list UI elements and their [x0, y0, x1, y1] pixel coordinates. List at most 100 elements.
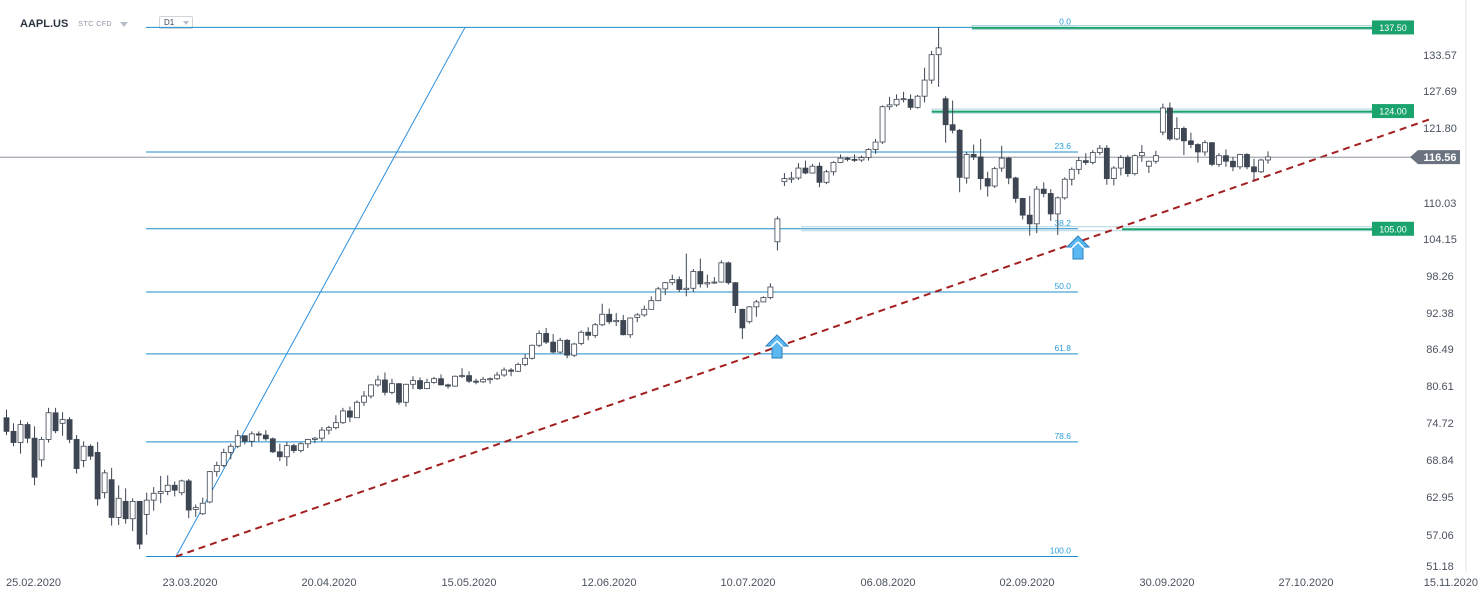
candle[interactable]	[935, 27, 942, 87]
candle[interactable]	[199, 497, 206, 516]
candle[interactable]	[122, 488, 129, 524]
candle[interactable]	[795, 163, 802, 180]
candle[interactable]	[466, 371, 472, 384]
candle[interactable]	[634, 313, 641, 323]
candle[interactable]	[87, 444, 94, 460]
candle[interactable]	[52, 407, 59, 434]
candle[interactable]	[1202, 140, 1208, 156]
candle[interactable]	[1223, 149, 1229, 167]
candle[interactable]	[585, 327, 592, 341]
candle[interactable]	[1145, 160, 1152, 174]
candle[interactable]	[38, 436, 45, 467]
candle[interactable]	[921, 67, 928, 103]
candle[interactable]	[1138, 145, 1145, 162]
candle[interactable]	[262, 430, 269, 441]
candle[interactable]	[431, 376, 437, 384]
candle[interactable]	[1166, 102, 1173, 141]
candle[interactable]	[361, 391, 367, 406]
candle[interactable]	[389, 378, 395, 395]
candle[interactable]	[1152, 150, 1159, 164]
candle[interactable]	[592, 322, 599, 338]
candle[interactable]	[648, 296, 655, 310]
candle[interactable]	[704, 274, 711, 288]
candle[interactable]	[318, 427, 325, 442]
candle[interactable]	[445, 383, 451, 389]
candle[interactable]	[977, 138, 984, 190]
candle[interactable]	[171, 481, 178, 497]
candle[interactable]	[192, 504, 199, 517]
candle[interactable]	[150, 487, 157, 511]
candle[interactable]	[94, 441, 101, 506]
candle[interactable]	[781, 173, 788, 187]
candle[interactable]	[788, 171, 795, 183]
candle[interactable]	[452, 375, 458, 387]
candle[interactable]	[655, 287, 662, 302]
candle[interactable]	[1103, 145, 1110, 185]
candle[interactable]	[213, 461, 220, 477]
candle[interactable]	[1068, 167, 1075, 186]
candle[interactable]	[480, 376, 486, 384]
candle[interactable]	[1033, 186, 1040, 234]
candle[interactable]	[1237, 153, 1243, 170]
candle[interactable]	[746, 306, 753, 324]
candle[interactable]	[550, 334, 557, 354]
candle[interactable]	[73, 435, 80, 474]
candle[interactable]	[494, 371, 500, 380]
candle[interactable]	[220, 448, 227, 468]
candle[interactable]	[739, 308, 746, 340]
candle[interactable]	[718, 260, 725, 283]
candle[interactable]	[206, 471, 213, 504]
candle[interactable]	[178, 479, 185, 496]
candle[interactable]	[1265, 151, 1271, 164]
candle[interactable]	[24, 422, 31, 444]
candle[interactable]	[620, 314, 627, 336]
candle[interactable]	[606, 308, 613, 325]
candle[interactable]	[697, 258, 704, 288]
candle[interactable]	[290, 443, 297, 454]
candle[interactable]	[248, 431, 255, 447]
candle[interactable]	[347, 406, 353, 423]
candle[interactable]	[536, 330, 543, 348]
candle[interactable]	[1026, 195, 1033, 236]
candle[interactable]	[325, 425, 332, 435]
candle[interactable]	[1230, 156, 1236, 172]
candle[interactable]	[241, 435, 248, 445]
candle[interactable]	[886, 96, 893, 110]
candle[interactable]	[970, 144, 977, 161]
candle[interactable]	[753, 300, 760, 317]
candle[interactable]	[59, 412, 66, 436]
candle[interactable]	[837, 154, 844, 164]
candle[interactable]	[613, 313, 620, 327]
candle[interactable]	[297, 442, 304, 453]
candle[interactable]	[108, 467, 115, 526]
candle[interactable]	[662, 282, 669, 296]
candle[interactable]	[1005, 156, 1012, 185]
candle[interactable]	[893, 94, 900, 107]
candle[interactable]	[375, 375, 381, 387]
candle[interactable]	[438, 374, 444, 386]
candle[interactable]	[424, 378, 430, 390]
candle[interactable]	[942, 96, 949, 143]
candle[interactable]	[382, 372, 388, 396]
candle[interactable]	[963, 151, 970, 184]
candle[interactable]	[872, 138, 879, 154]
candle[interactable]	[683, 253, 690, 297]
candle[interactable]	[599, 303, 606, 327]
candle[interactable]	[529, 344, 536, 360]
trendline[interactable]	[175, 117, 1433, 558]
candle[interactable]	[543, 327, 550, 345]
candle[interactable]	[3, 409, 10, 436]
candle[interactable]	[283, 441, 290, 467]
candle[interactable]	[578, 330, 585, 346]
candle[interactable]	[368, 384, 374, 399]
candle[interactable]	[564, 339, 571, 359]
candle[interactable]	[774, 216, 781, 251]
candle[interactable]	[473, 378, 479, 385]
candle[interactable]	[956, 129, 963, 193]
candle[interactable]	[1054, 196, 1061, 235]
candle[interactable]	[1047, 189, 1054, 221]
candle[interactable]	[129, 498, 136, 532]
candle[interactable]	[1096, 145, 1103, 156]
candle[interactable]	[676, 276, 683, 292]
candle[interactable]	[865, 148, 872, 161]
